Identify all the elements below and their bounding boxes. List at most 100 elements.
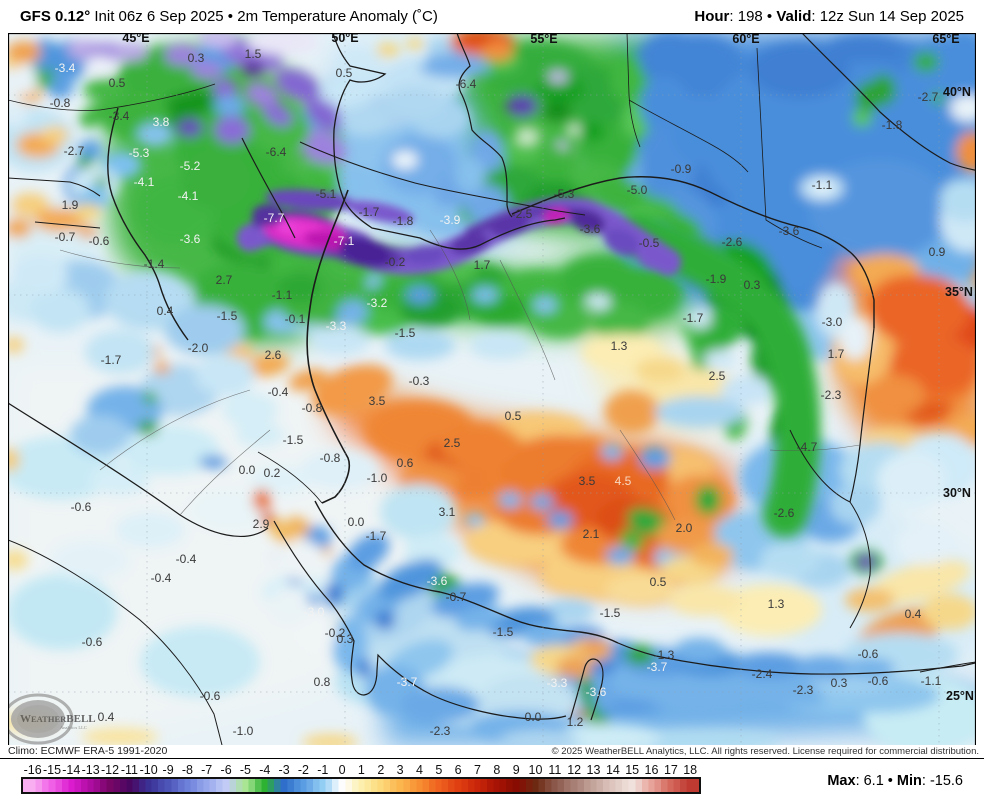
svg-text:2.5: 2.5 (709, 369, 726, 383)
svg-text:0.3: 0.3 (744, 278, 761, 292)
svg-text:-1.9: -1.9 (706, 272, 727, 286)
svg-text:0.5: 0.5 (336, 66, 353, 80)
svg-text:-1.7: -1.7 (683, 311, 704, 325)
svg-text:2.9: 2.9 (253, 517, 270, 531)
svg-text:-2.4: -2.4 (752, 667, 773, 681)
svg-text:1.5: 1.5 (245, 47, 262, 61)
svg-text:-0.5: -0.5 (639, 236, 660, 250)
svg-text:-1.1: -1.1 (812, 178, 833, 192)
svg-text:1.3: 1.3 (768, 597, 785, 611)
svg-text:-2.3: -2.3 (821, 388, 842, 402)
svg-text:0.5: 0.5 (109, 76, 126, 90)
svg-text:-1.5: -1.5 (283, 433, 304, 447)
svg-text:-2.6: -2.6 (722, 235, 743, 249)
svg-text:-3.4: -3.4 (109, 109, 130, 123)
svg-text:0.4: 0.4 (905, 607, 922, 621)
svg-text:-4.7: -4.7 (797, 440, 818, 454)
svg-text:-3.0: -3.0 (304, 605, 325, 619)
svg-text:-0.8: -0.8 (50, 96, 71, 110)
svg-text:-0.6: -0.6 (868, 674, 889, 688)
svg-text:-5.1: -5.1 (316, 187, 337, 201)
svg-text:0.5: 0.5 (505, 409, 522, 423)
svg-text:3.5: 3.5 (579, 474, 596, 488)
svg-text:-3.6: -3.6 (779, 224, 800, 238)
svg-text:50°E: 50°E (331, 33, 358, 45)
svg-text:-1.7: -1.7 (359, 205, 380, 219)
svg-text:-2.6: -2.6 (774, 506, 795, 520)
svg-text:-1.7: -1.7 (366, 529, 387, 543)
svg-text:-2.0: -2.0 (188, 341, 209, 355)
svg-text:1.7: 1.7 (474, 258, 491, 272)
svg-text:-3.3: -3.3 (326, 319, 347, 333)
svg-text:-3.6: -3.6 (580, 222, 601, 236)
svg-text:-5.2: -5.2 (180, 159, 201, 173)
svg-text:-0.9: -0.9 (671, 162, 692, 176)
svg-text:2.6: 2.6 (265, 348, 282, 362)
svg-text:-0.2: -0.2 (325, 626, 346, 640)
svg-text:-0.7: -0.7 (55, 230, 76, 244)
svg-text:-3.7: -3.7 (397, 675, 418, 689)
svg-text:-1.4: -1.4 (144, 257, 165, 271)
svg-text:-5.3: -5.3 (129, 146, 150, 160)
svg-text:45°E: 45°E (122, 33, 149, 45)
svg-text:-3.2: -3.2 (367, 296, 388, 310)
svg-text:65°E: 65°E (932, 33, 959, 46)
svg-text:1.9: 1.9 (62, 198, 79, 212)
svg-text:-3.0: -3.0 (822, 315, 843, 329)
svg-text:-0.6: -0.6 (200, 689, 221, 703)
svg-text:Analytics LLC: Analytics LLC (60, 725, 87, 730)
svg-text:0.0: 0.0 (239, 463, 256, 477)
svg-text:-4.1: -4.1 (134, 175, 155, 189)
svg-text:35°N: 35°N (945, 285, 973, 299)
svg-text:2.5: 2.5 (444, 436, 461, 450)
svg-text:0.6: 0.6 (397, 456, 414, 470)
svg-text:60°E: 60°E (732, 33, 759, 46)
svg-text:-3.3: -3.3 (547, 676, 568, 690)
svg-text:0.3: 0.3 (188, 51, 205, 65)
svg-text:-3.4: -3.4 (55, 61, 76, 75)
svg-text:-1.7: -1.7 (101, 353, 122, 367)
svg-text:0.3: 0.3 (831, 676, 848, 690)
svg-text:-2.5: -2.5 (512, 207, 533, 221)
svg-text:-1.5: -1.5 (217, 309, 238, 323)
svg-text:-0.4: -0.4 (268, 385, 289, 399)
svg-text:1.7: 1.7 (828, 347, 845, 361)
svg-text:2.1: 2.1 (583, 527, 600, 541)
svg-text:-3.6: -3.6 (180, 232, 201, 246)
svg-text:-0.6: -0.6 (858, 647, 879, 661)
svg-text:0.0: 0.0 (348, 515, 365, 529)
svg-text:-0.1: -0.1 (285, 312, 306, 326)
svg-text:-5.3: -5.3 (554, 187, 575, 201)
svg-text:-0.7: -0.7 (446, 590, 467, 604)
svg-text:30°N: 30°N (943, 486, 971, 500)
svg-text:-1.0: -1.0 (233, 724, 254, 738)
svg-text:-3.6: -3.6 (427, 574, 448, 588)
svg-text:3.1: 3.1 (439, 505, 456, 519)
svg-text:3.5: 3.5 (369, 394, 386, 408)
svg-text:WEATHERBELL: WEATHERBELL (20, 713, 96, 725)
svg-text:-2.3: -2.3 (793, 683, 814, 697)
svg-text:-7.7: -7.7 (264, 211, 285, 225)
svg-text:2.7: 2.7 (216, 273, 233, 287)
svg-text:-1.1: -1.1 (921, 674, 942, 688)
svg-text:0.2: 0.2 (264, 466, 281, 480)
svg-text:0.0: 0.0 (525, 710, 542, 724)
svg-text:-2.3: -2.3 (430, 724, 451, 738)
svg-text:-1.5: -1.5 (395, 326, 416, 340)
svg-text:-5.0: -5.0 (627, 183, 648, 197)
svg-text:-7.1: -7.1 (334, 234, 355, 248)
svg-text:-2.7: -2.7 (64, 144, 85, 158)
svg-text:-3.6: -3.6 (586, 685, 607, 699)
svg-text:-4.1: -4.1 (178, 189, 199, 203)
svg-text:-0.6: -0.6 (71, 500, 92, 514)
svg-text:-0.6: -0.6 (89, 234, 110, 248)
svg-text:-1.0: -1.0 (367, 471, 388, 485)
svg-text:-1.1: -1.1 (272, 288, 293, 302)
svg-text:-0.8: -0.8 (320, 451, 341, 465)
svg-text:0.9: 0.9 (929, 245, 946, 259)
svg-text:55°E: 55°E (530, 33, 557, 46)
svg-text:1.2: 1.2 (567, 715, 584, 729)
svg-text:2.0: 2.0 (676, 521, 693, 535)
svg-text:40°N: 40°N (943, 85, 971, 99)
svg-text:3.8: 3.8 (153, 115, 170, 129)
